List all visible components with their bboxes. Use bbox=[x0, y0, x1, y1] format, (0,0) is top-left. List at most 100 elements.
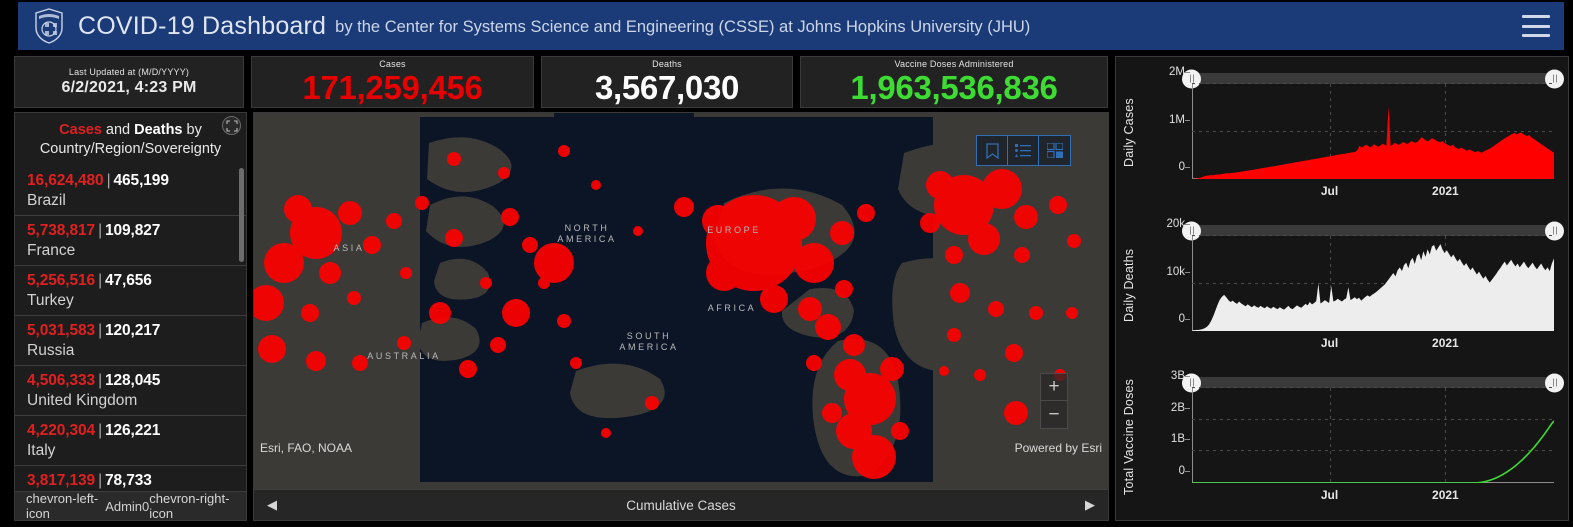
x-tick-label: 2021 bbox=[1432, 488, 1459, 502]
table-row[interactable]: 5,256,516 | 47,656 Turkey bbox=[15, 265, 246, 315]
last-updated-value: 6/2/2021, 4:23 PM bbox=[61, 79, 197, 96]
y-axis bbox=[1192, 84, 1193, 179]
country-deaths: 120,217 bbox=[105, 322, 161, 339]
y-tick-label: 3B bbox=[1170, 370, 1191, 382]
x-gridline bbox=[1329, 84, 1331, 179]
x-tick-label: Jul bbox=[1320, 336, 1339, 350]
gridline bbox=[1192, 387, 1554, 388]
map-attribution-right: Powered by Esri bbox=[1014, 441, 1102, 455]
table-row[interactable]: 5,738,817 | 109,827 France bbox=[15, 215, 246, 265]
header-word-by: by bbox=[182, 122, 202, 138]
map-next-layer-button[interactable]: ▶ bbox=[1085, 497, 1095, 512]
page-title: COVID-19 Dashboard bbox=[78, 11, 327, 40]
country-cases: 16,624,480 bbox=[27, 172, 104, 189]
chart-series bbox=[1192, 106, 1554, 179]
fullscreen-expand-icon[interactable] bbox=[1039, 136, 1070, 165]
map-zoom-in-button[interactable]: + bbox=[1041, 374, 1067, 401]
timeseries-charts-panel: Daily Cases 0 1M 2M Jul 2021 Daily Deaths 0 10k… bbox=[1115, 56, 1569, 521]
map-prev-layer-button[interactable]: ◀ bbox=[267, 497, 277, 512]
admin-prev-button[interactable]: chevron-left-icon bbox=[26, 491, 99, 521]
country-name: United Kingdom bbox=[27, 392, 138, 409]
country-name: Russia bbox=[27, 342, 75, 359]
country-metrics: 5,738,817 | 109,827 bbox=[27, 222, 161, 239]
map-zoom-out-button[interactable]: − bbox=[1048, 403, 1060, 425]
country-cases: 4,220,304 bbox=[27, 422, 96, 439]
country-list-footer: chevron-left-icon Admin0 chevron-right-i… bbox=[15, 491, 246, 520]
country-deaths: 128,045 bbox=[105, 372, 161, 389]
map-attribution-left: Esri, FAO, NOAA bbox=[260, 441, 353, 455]
x-gridline bbox=[1329, 236, 1331, 331]
header-word-cases: Cases bbox=[59, 122, 102, 138]
chart-total-vaccine-doses[interactable]: Total Vaccine Doses 0 1B 2B 3B Jul 2021 bbox=[1116, 361, 1568, 513]
app-header: COVID-19 Dashboard by the Center for Sys… bbox=[18, 2, 1564, 50]
country-list-panel: Cases and Deaths by Country/Region/Sover… bbox=[14, 112, 247, 521]
y-axis bbox=[1192, 388, 1193, 483]
table-row[interactable]: 4,220,304 | 126,221 Italy bbox=[15, 415, 246, 465]
map-tools-group bbox=[976, 135, 1071, 166]
x-tick-label: 2021 bbox=[1432, 336, 1459, 350]
gridline bbox=[1192, 418, 1554, 420]
admin-next-button[interactable]: chevron-right-icon bbox=[149, 491, 230, 521]
y-tick-label: 1M bbox=[1169, 113, 1190, 126]
y-tick-label: 0 bbox=[1178, 465, 1191, 477]
country-deaths: 109,827 bbox=[105, 222, 161, 239]
chart-plot-area[interactable]: 0 1B 2B 3B Jul 2021 bbox=[1171, 370, 1554, 502]
table-row[interactable]: 5,031,583 | 120,217 Russia bbox=[15, 315, 246, 365]
chart-y-axis-label: Daily Deaths bbox=[1122, 248, 1136, 322]
hamburger-menu-icon[interactable] bbox=[1522, 15, 1550, 37]
table-row[interactable]: 4,506,333 | 128,045 United Kingdom bbox=[15, 365, 246, 415]
legend-list-icon[interactable] bbox=[1008, 136, 1039, 165]
country-name: Italy bbox=[27, 442, 56, 459]
map-canvas[interactable]: ASIA NORTH AMERICA SOUTH AMERICA EUROPE … bbox=[254, 113, 1108, 491]
x-tick-label: 2021 bbox=[1432, 184, 1459, 198]
gridline bbox=[1192, 450, 1554, 452]
country-metrics: 16,624,480 | 465,199 bbox=[27, 172, 169, 189]
y-tick-label: 0 bbox=[1178, 161, 1191, 173]
country-deaths: 78,733 bbox=[105, 472, 152, 489]
country-cases: 5,031,583 bbox=[27, 322, 96, 339]
country-cases: 5,738,817 bbox=[27, 222, 96, 239]
country-deaths: 126,221 bbox=[105, 422, 161, 439]
cases-label: Cases bbox=[379, 59, 406, 69]
map-panel: ASIA NORTH AMERICA SOUTH AMERICA EUROPE … bbox=[253, 112, 1109, 521]
chart-y-axis-label: Total Vaccine Doses bbox=[1122, 378, 1136, 496]
jhu-shield-logo bbox=[35, 8, 63, 44]
country-deaths: 47,656 bbox=[105, 272, 152, 289]
chart-daily-cases[interactable]: Daily Cases 0 1M 2M Jul 2021 bbox=[1116, 57, 1568, 209]
expand-arrows-icon[interactable] bbox=[222, 116, 241, 135]
chart-plot-area[interactable]: 0 10k 20k Jul 2021 bbox=[1166, 218, 1554, 350]
country-cases: 5,256,516 bbox=[27, 272, 96, 289]
chart-series bbox=[1192, 244, 1554, 331]
map-footer: ◀ Cumulative Cases ▶ bbox=[254, 489, 1108, 520]
admin-level-label: Admin0 bbox=[105, 498, 150, 514]
map-zoom-controls: + − bbox=[1040, 373, 1068, 429]
bookmark-icon[interactable] bbox=[977, 136, 1008, 165]
country-deaths: 465,199 bbox=[113, 172, 169, 189]
header-line-2: Country/Region/Sovereignty bbox=[39, 141, 222, 157]
x-tick-label: Jul bbox=[1320, 184, 1339, 198]
country-metrics: 5,031,583 | 120,217 bbox=[27, 322, 161, 339]
y-tick-label: 2B bbox=[1170, 401, 1191, 414]
country-list-scrollbar[interactable] bbox=[239, 168, 244, 262]
gridline bbox=[1192, 235, 1554, 236]
deaths-label: Deaths bbox=[652, 59, 682, 69]
y-axis bbox=[1192, 236, 1193, 331]
header-word-deaths: Deaths bbox=[134, 122, 183, 138]
chart-series bbox=[1192, 388, 1554, 483]
gridline bbox=[1192, 83, 1554, 84]
last-updated-label: Last Updated at (M/D/YYYY) bbox=[68, 67, 190, 77]
page-subtitle: by the Center for Systems Science and En… bbox=[335, 17, 1031, 36]
stat-card-vaccine-doses: Vaccine Doses Administered 1,963,536,836 bbox=[800, 56, 1108, 108]
table-row[interactable]: 16,624,480 | 465,199 Brazil bbox=[15, 166, 246, 215]
gridline bbox=[1192, 282, 1554, 284]
chart-plot-area[interactable]: 0 1M 2M Jul 2021 bbox=[1169, 66, 1554, 198]
deaths-value: 3,567,030 bbox=[594, 69, 740, 106]
cases-value: 171,259,456 bbox=[302, 69, 483, 106]
country-list[interactable]: 16,624,480 | 465,199 Brazil 5,738,817 | 109,82… bbox=[15, 166, 246, 520]
country-metrics: 4,220,304 | 126,221 bbox=[27, 422, 161, 439]
chart-daily-deaths[interactable]: Daily Deaths 0 10k 20k Jul 2021 bbox=[1116, 209, 1568, 361]
stat-card-last-updated: Last Updated at (M/D/YYYY) 6/2/2021, 4:2… bbox=[14, 56, 244, 108]
table-row[interactable]: 3,817,139 | 78,733 bbox=[15, 465, 246, 499]
country-name: Turkey bbox=[27, 292, 74, 309]
